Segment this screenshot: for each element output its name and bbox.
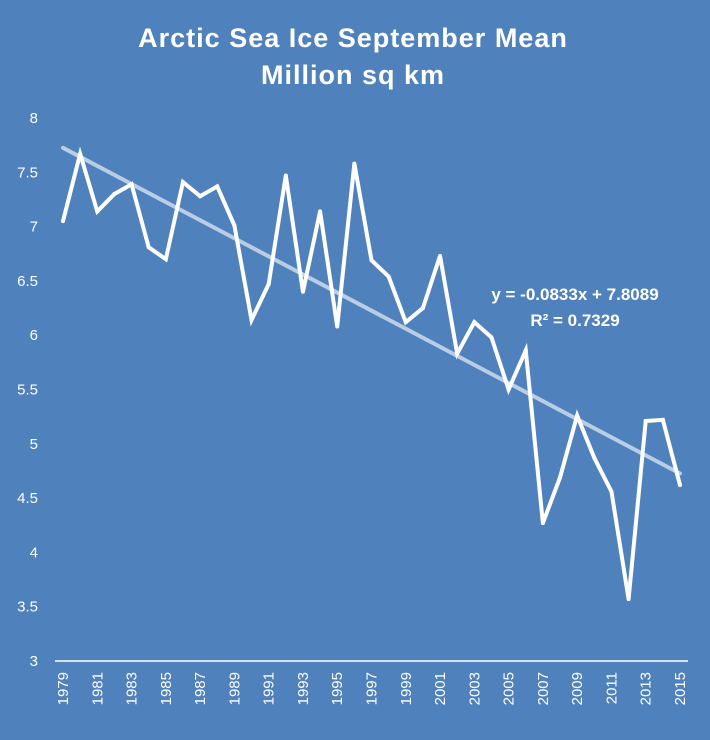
y-tick-label: 7 [30, 219, 38, 236]
data-point-2001 [438, 253, 443, 258]
data-point-1979 [61, 219, 65, 224]
y-tick-label: 8 [30, 110, 38, 127]
data-point-2007 [540, 521, 545, 526]
x-tick-label: 1991 [261, 672, 278, 705]
x-tick-label: 1987 [192, 672, 209, 705]
x-tick-label: 2001 [432, 672, 449, 705]
data-point-1996 [352, 161, 357, 166]
data-point-2010 [592, 455, 597, 460]
x-tick-label: 1989 [226, 672, 243, 705]
x-tick-label: 1979 [55, 672, 72, 705]
x-tick-label: 1997 [364, 672, 381, 705]
data-point-2014 [660, 417, 665, 422]
y-tick-label: 6 [30, 327, 38, 344]
x-tick-label: 1983 [124, 672, 141, 705]
data-point-2005 [506, 387, 511, 392]
y-tick-label: 5 [30, 436, 38, 453]
data-point-1982 [112, 192, 117, 197]
x-tick-label: 1981 [89, 672, 106, 705]
data-point-1999 [403, 320, 408, 325]
trendline-r-squared: R² = 0.7329 [530, 311, 619, 330]
x-tick-label: 2015 [672, 672, 689, 705]
data-point-2002 [455, 351, 460, 356]
data-point-2009 [575, 413, 580, 418]
data-point-1998 [386, 274, 391, 279]
data-point-2004 [489, 335, 494, 340]
data-point-1988 [215, 184, 220, 189]
x-tick-label: 1999 [398, 672, 415, 705]
series-line-september-mean [61, 146, 682, 600]
x-tick-label: 2007 [535, 672, 552, 705]
data-point-2000 [420, 306, 425, 311]
data-point-2011 [609, 489, 614, 494]
data-point-2012 [626, 597, 631, 602]
x-tick-label: 1995 [329, 672, 346, 705]
data-point-1997 [369, 258, 374, 263]
x-tick-label: 2009 [569, 672, 586, 705]
data-points [61, 151, 682, 602]
y-tick-label: 6.5 [17, 273, 38, 290]
data-point-2015 [678, 483, 682, 488]
trendline-equation: y = -0.0833x + 7.8089 [491, 285, 658, 304]
data-point-1995 [335, 324, 340, 329]
chart-title: Arctic Sea Ice September Mean [138, 23, 568, 53]
data-point-1986 [180, 180, 185, 185]
data-point-2003 [472, 320, 477, 325]
x-tick-label: 2013 [638, 672, 655, 705]
data-point-1981 [95, 209, 100, 214]
y-tick-label: 5.5 [17, 382, 38, 399]
x-tick-label: 2005 [501, 672, 518, 705]
x-tick-label: 1993 [295, 672, 312, 705]
data-point-1994 [318, 209, 323, 214]
y-tick-label: 4.5 [17, 490, 38, 507]
x-tick-label: 2003 [466, 672, 483, 705]
data-point-1983 [129, 182, 134, 187]
data-point-2008 [558, 475, 563, 480]
data-point-1980 [78, 151, 83, 156]
data-point-1990 [249, 317, 254, 322]
x-axis-ticks: 1979 1981 1983 1985 1987 1989 1991 1993 1995 1997… [55, 672, 689, 705]
data-point-1987 [198, 194, 203, 199]
data-point-1984 [146, 245, 151, 250]
data-point-2013 [643, 418, 648, 423]
data-point-2006 [523, 348, 528, 353]
chart-subtitle: Million sq km [261, 60, 445, 90]
x-tick-label: 2011 [603, 672, 620, 704]
data-point-1992 [283, 173, 288, 178]
x-tick-label: 1985 [158, 672, 175, 705]
y-tick-label: 3 [30, 653, 38, 670]
y-tick-label: 4 [30, 544, 38, 561]
y-tick-label: 3.5 [17, 599, 38, 616]
y-axis-ticks: 3 3.5 4 4.5 5 5.5 6 6.5 7 7.5 8 [17, 110, 38, 670]
y-tick-label: 7.5 [17, 164, 38, 181]
data-point-1993 [300, 289, 305, 294]
data-point-1991 [266, 282, 271, 287]
data-point-1989 [232, 223, 237, 228]
data-point-1985 [163, 257, 168, 262]
